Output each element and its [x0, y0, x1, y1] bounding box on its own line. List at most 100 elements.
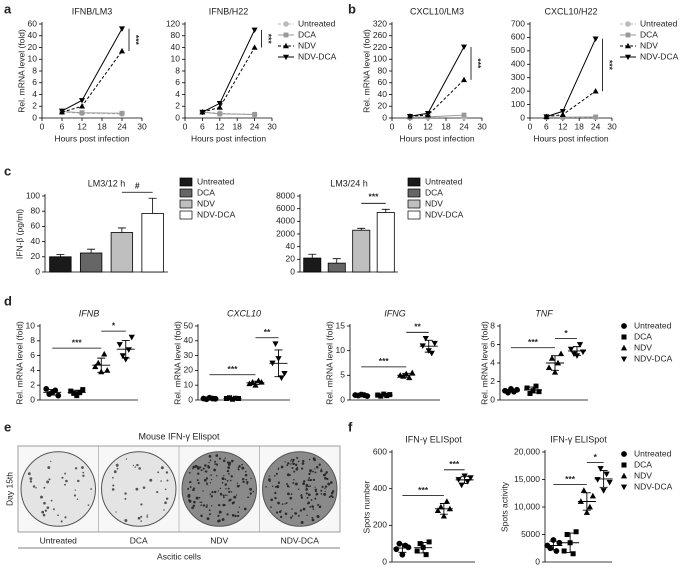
- marker: [252, 112, 258, 117]
- y-tick-label: 120: [166, 18, 180, 28]
- spot: [308, 477, 311, 479]
- elispot-footer: Ascitic cells: [157, 551, 201, 561]
- marker: [592, 36, 599, 42]
- series-line: [546, 90, 596, 118]
- spot: [237, 467, 239, 469]
- spot: [206, 504, 208, 506]
- spot: [277, 468, 280, 471]
- spot: [187, 494, 191, 498]
- spot: [206, 483, 209, 486]
- y-tick-label: 15,000: [514, 474, 540, 484]
- spot: [312, 457, 316, 461]
- spot: [208, 461, 210, 464]
- spot: [82, 474, 85, 477]
- chart-title: CXCL10: [227, 308, 261, 318]
- marker: [576, 342, 584, 348]
- marker: [551, 369, 559, 375]
- y-tick-label: 0: [490, 394, 495, 404]
- y-tick-label: 2: [490, 376, 495, 386]
- spot: [149, 478, 153, 482]
- y-tick-label: 0: [382, 556, 387, 566]
- y-tick-label: 600: [373, 446, 387, 456]
- spot: [165, 471, 169, 474]
- spot: [308, 458, 311, 461]
- x-axis-label: Hours post infection: [399, 133, 474, 143]
- spot: [315, 465, 319, 469]
- x-tick-label: 24: [591, 121, 601, 131]
- marker: [118, 47, 126, 54]
- x-tick-label: 12: [77, 121, 87, 131]
- spot: [124, 518, 128, 522]
- marker: [514, 386, 520, 393]
- spot: [274, 475, 276, 477]
- spot: [214, 460, 217, 463]
- spot: [297, 460, 300, 463]
- bar: [352, 229, 371, 273]
- legend-label: NDV-DCA: [640, 51, 679, 61]
- spot: [309, 485, 311, 487]
- marker: [43, 385, 50, 392]
- spot: [113, 470, 117, 474]
- spot: [204, 464, 207, 467]
- spot: [64, 516, 67, 519]
- marker: [387, 392, 393, 398]
- x-tick-label: 12: [423, 121, 433, 131]
- spot: [136, 463, 139, 467]
- spot: [200, 501, 203, 503]
- y-tick-label: 4000: [276, 216, 295, 226]
- spot: [237, 511, 239, 514]
- spot: [316, 515, 320, 519]
- y-tick-label: 10: [171, 54, 181, 64]
- mean-sd: [561, 532, 580, 553]
- spot: [293, 470, 296, 473]
- spot: [300, 496, 304, 499]
- y-tick-label: 40: [286, 241, 296, 251]
- chart-title: TNF: [535, 308, 553, 318]
- mean-sd: [414, 542, 433, 554]
- error-bar: [332, 258, 341, 264]
- y-tick-label: 10: [336, 345, 346, 355]
- marker: [272, 341, 279, 347]
- spot: [284, 503, 286, 505]
- x-tick-label: 6: [200, 121, 205, 131]
- spot: [224, 483, 227, 486]
- chart-title: IFNB/H22: [209, 6, 249, 16]
- spot: [46, 480, 50, 484]
- marker: [467, 475, 474, 481]
- marker: [104, 367, 111, 373]
- y-tick-label: 20: [286, 254, 296, 264]
- marker: [557, 350, 565, 357]
- spot: [46, 506, 50, 510]
- spot: [200, 514, 203, 518]
- x-tick-label: 30: [137, 121, 147, 131]
- spot: [192, 465, 196, 469]
- spot: [305, 486, 307, 488]
- y-tick-label: 20: [184, 365, 194, 375]
- spot: [291, 515, 294, 517]
- significance-label: ***: [263, 34, 273, 45]
- spot: [209, 482, 212, 484]
- y-tick-label: 6: [30, 350, 35, 360]
- significance-label: ***: [473, 58, 483, 69]
- x-tick-label: 0: [183, 121, 188, 131]
- marker: [55, 392, 62, 399]
- chart-title: CXCL10/LM3: [410, 6, 464, 16]
- spot: [60, 520, 63, 523]
- spot: [236, 482, 238, 484]
- spot: [218, 510, 222, 514]
- spot: [132, 464, 134, 467]
- x-axis-label: Hours post infection: [533, 133, 608, 143]
- spot: [323, 473, 327, 476]
- spot: [246, 482, 249, 485]
- spot: [244, 473, 248, 477]
- legend-label: NDV-DCA: [197, 209, 236, 219]
- y-tick-label: 5: [340, 370, 345, 380]
- spot: [209, 459, 212, 462]
- spot: [115, 511, 117, 513]
- marker: [583, 509, 590, 515]
- x-tick-label: 18: [441, 121, 451, 131]
- spot: [202, 490, 204, 492]
- spot: [50, 499, 53, 502]
- spot: [325, 471, 328, 474]
